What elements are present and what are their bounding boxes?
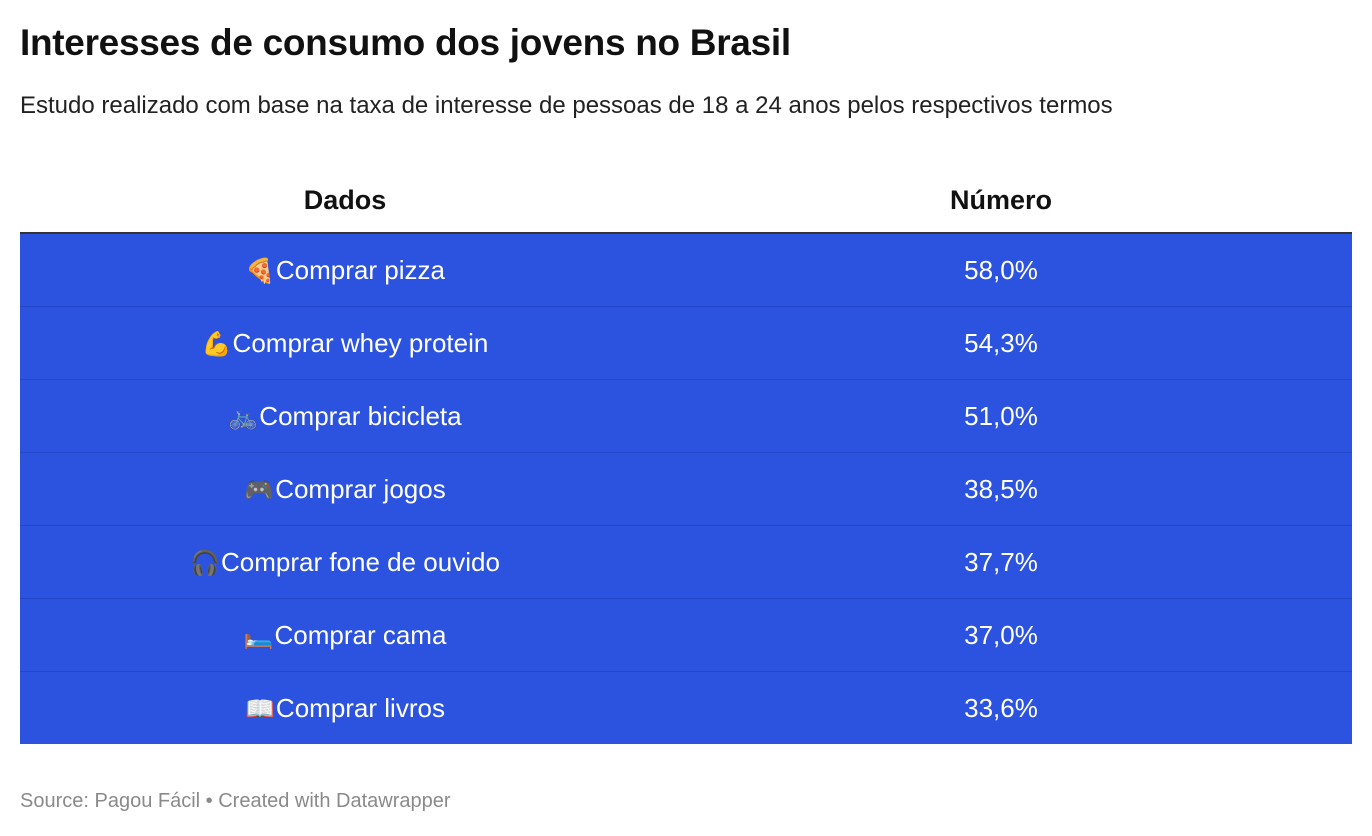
row-value: 38,5% (964, 473, 1038, 504)
row-label-cell: 📖Comprar livros (20, 693, 670, 724)
row-label: Comprar fone de ouvido (220, 546, 500, 577)
row-label-cell: 🛏️Comprar cama (20, 620, 670, 651)
table-body: 🍕Comprar pizza 58,0% 💪Comprar whey prote… (20, 234, 1352, 744)
table-row: 🛏️Comprar cama 37,0% (20, 599, 1352, 672)
column-header-numero: Número (949, 184, 1052, 215)
table-row: 💪Comprar whey protein 54,3% (20, 307, 1352, 380)
source-footer: Source: Pagou Fácil • Created with Dataw… (20, 790, 451, 812)
row-value: 54,3% (964, 327, 1038, 358)
row-value: 58,0% (964, 254, 1038, 285)
column-header-dados: Dados (303, 184, 387, 215)
game-controller-icon: 🎮 (244, 475, 275, 504)
row-label: Comprar cama (274, 619, 447, 650)
chart-title: Interesses de consumo dos jovens no Bras… (20, 22, 791, 63)
headphones-icon: 🎧 (190, 548, 220, 577)
table-row: 🎧Comprar fone de ouvido 37,7% (20, 526, 1352, 599)
pizza-icon: 🍕 (245, 256, 275, 285)
row-label: Comprar whey protein (232, 327, 489, 358)
table-row: 🚲Comprar bicicleta 51,0% (20, 380, 1352, 453)
row-value: 51,0% (964, 400, 1038, 431)
table-header: Dados Número (20, 168, 1352, 234)
row-label: Comprar pizza (275, 254, 445, 285)
row-label: Comprar livros (275, 692, 445, 723)
open-book-icon: 📖 (245, 694, 275, 723)
row-label-cell: 💪Comprar whey protein (20, 328, 670, 359)
bicycle-icon: 🚲 (228, 402, 259, 431)
table-row: 🎮Comprar jogos 38,5% (20, 453, 1352, 526)
table-row: 🍕Comprar pizza 58,0% (20, 234, 1352, 307)
row-label-cell: 🎮Comprar jogos (20, 474, 670, 505)
bed-icon: 🛏️ (243, 621, 274, 650)
table-row: 📖Comprar livros 33,6% (20, 672, 1352, 744)
flexed-biceps-icon: 💪 (201, 329, 232, 358)
row-value: 37,7% (964, 546, 1038, 577)
row-label: Comprar bicicleta (259, 400, 462, 431)
row-label-cell: 🍕Comprar pizza (20, 255, 670, 286)
data-table: Dados Número 🍕Comprar pizza 58,0% 💪Compr… (20, 168, 1352, 744)
row-label: Comprar jogos (275, 473, 446, 504)
row-value: 37,0% (964, 619, 1038, 650)
row-value: 33,6% (964, 692, 1038, 723)
chart-subtitle: Estudo realizado com base na taxa de int… (20, 92, 1113, 119)
row-label-cell: 🎧Comprar fone de ouvido (20, 547, 670, 578)
row-label-cell: 🚲Comprar bicicleta (20, 401, 670, 432)
